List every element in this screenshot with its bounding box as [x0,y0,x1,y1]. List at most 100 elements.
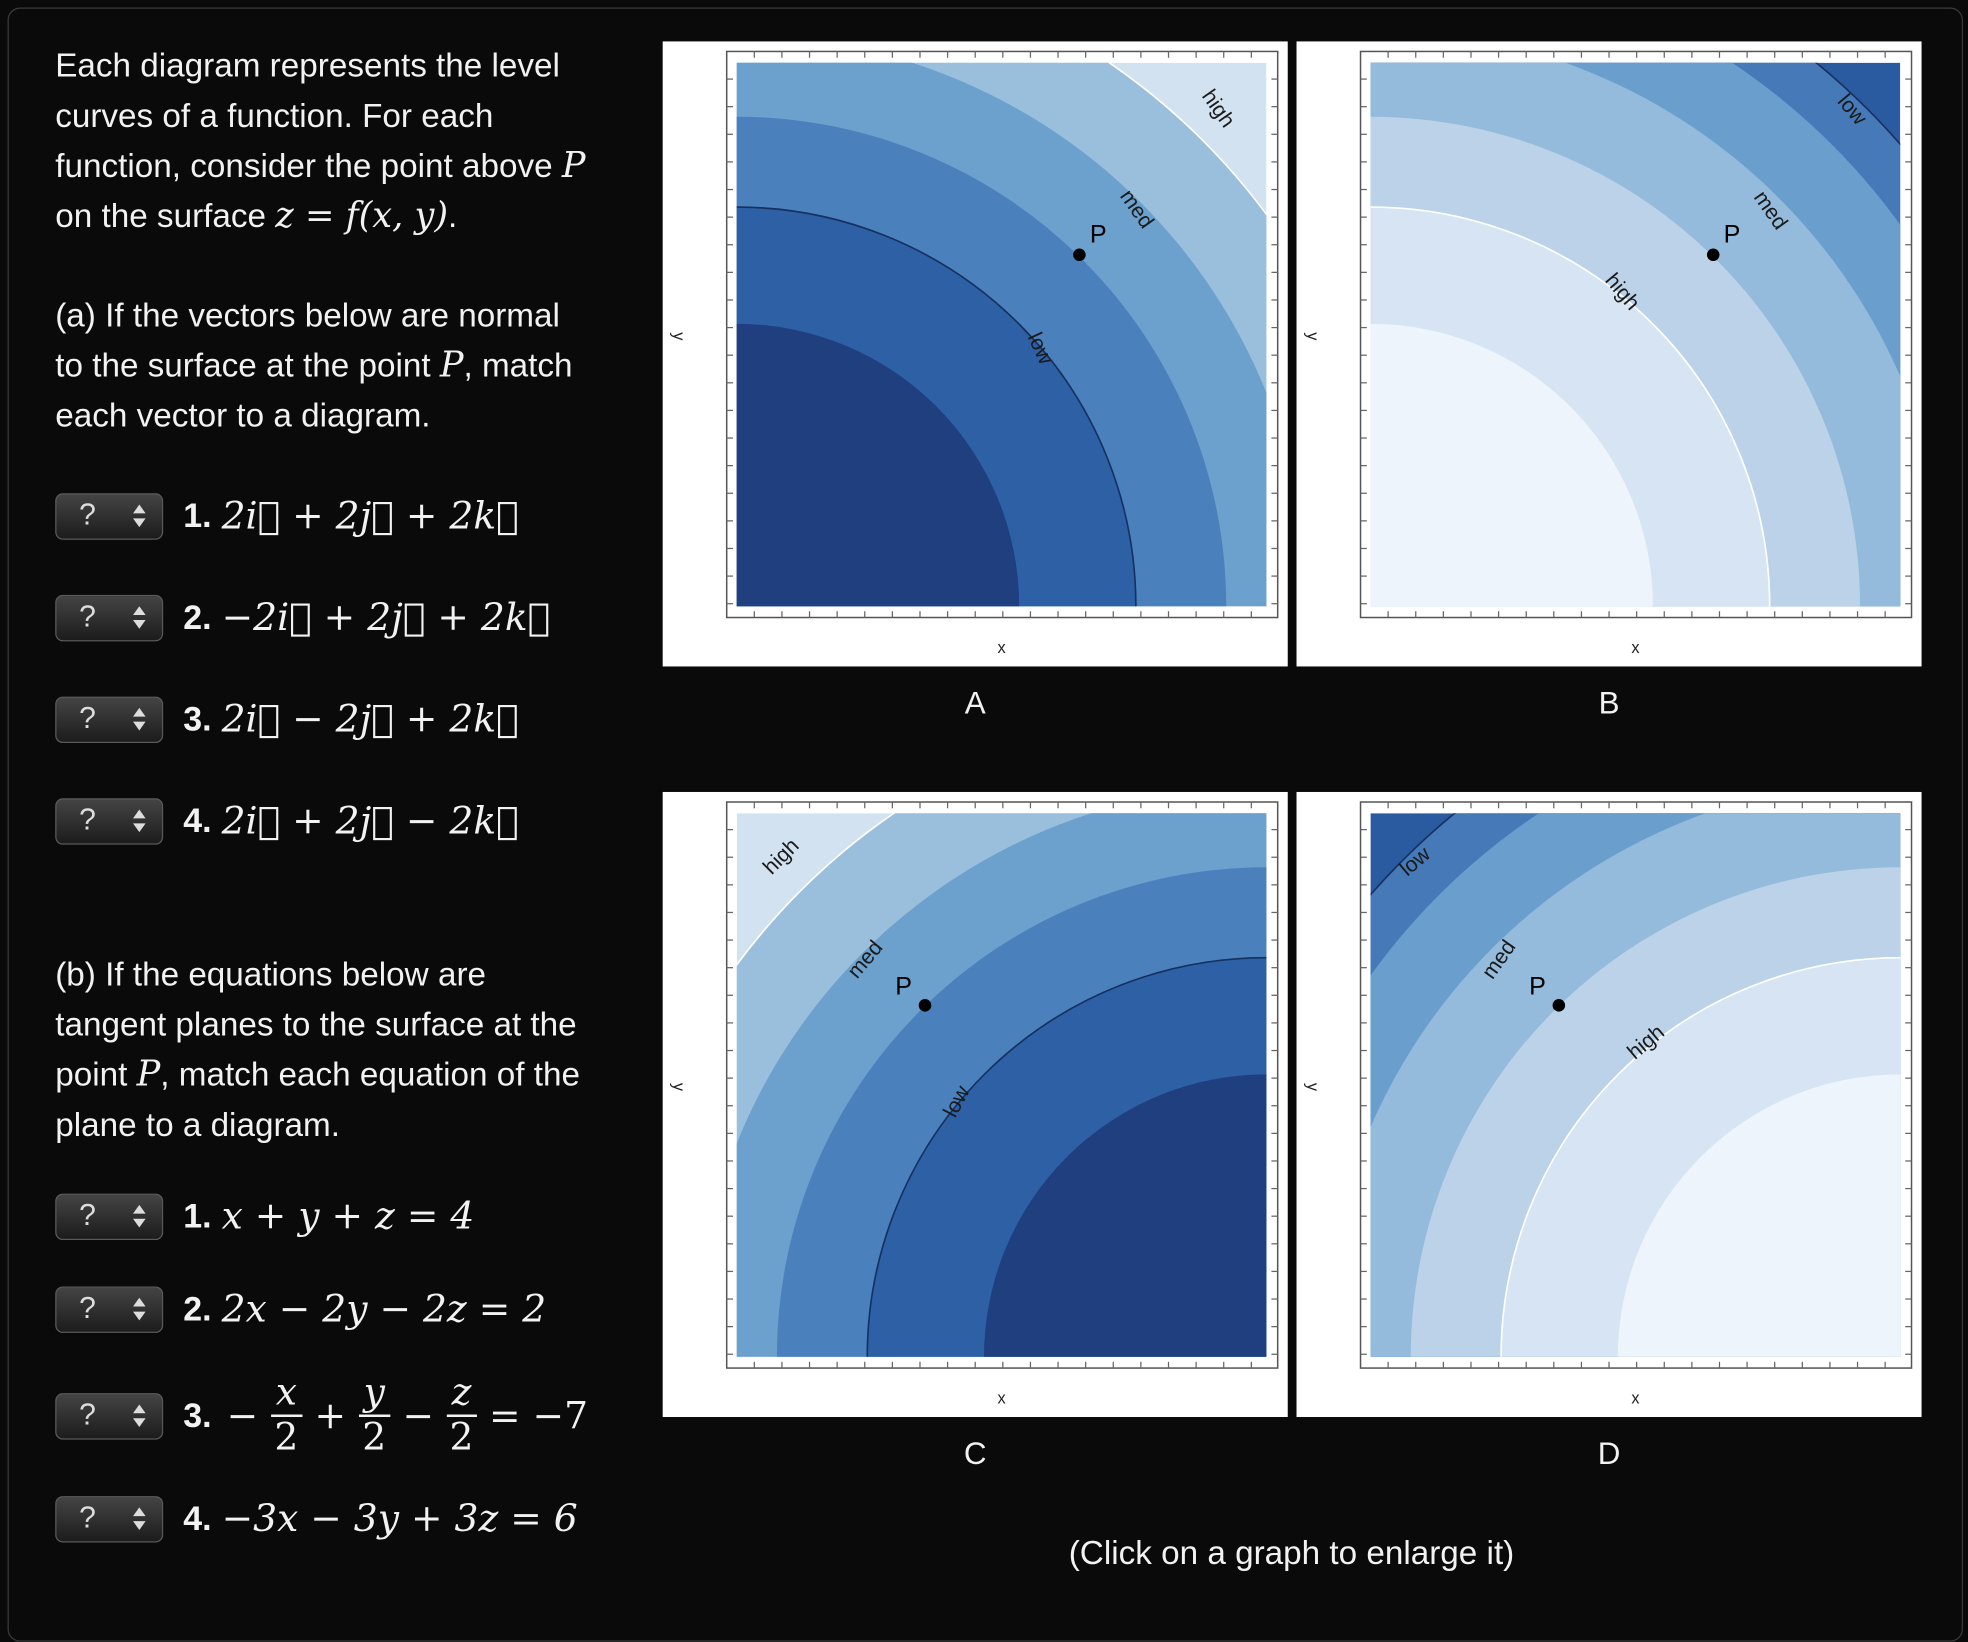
expr-text: −2i⃗ + 2j⃗ + 2k⃗ [221,595,551,640]
answer-row: ? 2. 2x − 2y − 2z = 2 [55,1284,546,1334]
item-number: 1. [183,496,212,535]
arrow-down [133,1521,146,1530]
point-marker [1073,248,1086,262]
item-expression: x + y + z = 4 [222,1194,475,1238]
y-axis-label: y [1303,1083,1321,1092]
arrow-down [133,1311,146,1321]
select-value: ? [79,803,96,838]
item-number: 2. [183,598,212,636]
item-number: 2. [183,1289,212,1328]
arrow-up [133,606,146,615]
item-expression: 2x − 2y − 2z = 2 [222,1287,547,1331]
contour-band [1370,323,1653,607]
item-number: 1. [183,1196,212,1235]
x-axis-label: x [997,639,1005,657]
intro-text: Each diagram represents the level curves… [55,46,560,185]
contour-band [736,323,1020,607]
intro-text: . [448,197,458,235]
numerator: y [358,1371,390,1418]
contour-band [984,1074,1267,1357]
expr-part: = −7 [489,1393,589,1438]
select-arrows [133,606,146,629]
prompt-text: (a) If the vectors below are normal to t… [55,296,560,385]
select-value: ? [79,1398,96,1433]
point-label: P [1529,972,1546,1000]
select-value: ? [79,701,96,736]
point-symbol: P [136,1053,161,1095]
contour-plot [1370,813,1901,1357]
part-b-prompt: (b) If the equations below are tangent p… [55,949,588,1150]
answer-select[interactable]: ? [55,797,164,845]
item-number: 4. [183,801,212,840]
item-expression: −2i⃗ + 2j⃗ + 2k⃗ [222,596,551,640]
part-a-prompt: (a) If the vectors below are normal to t… [55,290,588,441]
item-expression: − x 2 + y 2− z 2 = −7 [222,1371,594,1460]
answer-select[interactable]: ? [55,492,164,540]
expr-part: + [314,1393,347,1438]
arrow-up [133,1507,146,1517]
x-axis-label: x [1631,639,1639,657]
answer-row: ? 3. 2i⃗ − 2j⃗ + 2k⃗ [55,694,519,744]
point-symbol: P [439,343,464,386]
answer-row: ? 1. 2i⃗ + 2j⃗ + 2k⃗ [55,491,519,541]
intro-text: on the surface [55,197,267,235]
arrow-down [133,620,146,629]
item-number: 3. [183,699,212,738]
select-arrows [133,707,146,731]
item-number: 4. [183,1499,212,1537]
answer-row: ? 3. − x 2 + y 2− z 2 = −7 [55,1371,593,1459]
expr-text: 2i⃗ − 2j⃗ + 2k⃗ [221,697,519,742]
contour-plot [736,62,1267,607]
point-marker [918,999,932,1012]
arrow-down [133,1218,146,1228]
expr-text: 2i⃗ + 2j⃗ + 2k⃗ [221,493,519,538]
arrow-up [133,707,146,717]
denominator: 2 [449,1415,474,1460]
answer-select[interactable]: ? [55,594,164,641]
contour-plot [1370,62,1901,607]
item-expression: −3x − 3y + 3z = 6 [222,1497,578,1541]
answer-select[interactable]: ? [55,1495,164,1542]
expr-text: 2i⃗ + 2j⃗ − 2k⃗ [221,798,519,843]
y-axis-label: y [1303,332,1321,341]
item-expression: 2i⃗ − 2j⃗ + 2k⃗ [222,697,519,741]
select-value: ? [79,498,96,533]
select-arrows [133,504,146,528]
prompt-text: , match each vector to a diagram. [55,346,573,435]
answer-select[interactable]: ? [55,1192,164,1240]
select-value: ? [79,1291,96,1326]
answer-row: ? 4. 2i⃗ + 2j⃗ − 2k⃗ [55,796,519,846]
select-arrows [133,1404,146,1428]
select-arrows [133,1297,146,1321]
answer-row: ? 4. −3x − 3y + 3z = 6 [55,1494,578,1544]
prompt-text: (b) If the equations below are tangent p… [55,955,577,1094]
point-symbol: P [561,144,586,186]
arrow-up [133,1297,146,1307]
answer-row: ? 2. −2i⃗ + 2j⃗ + 2k⃗ [55,592,550,642]
item-expression: 2i⃗ + 2j⃗ − 2k⃗ [222,799,519,843]
plot-frame [1359,801,1913,1369]
arrow-down [133,518,146,528]
y-axis-label: y [669,332,687,341]
answer-row: ? 1. x + y + z = 4 [55,1191,474,1241]
footer-hint: (Click on a graph to enlarge it) [1068,1533,1515,1572]
expr-text: x + y + z = 4 [221,1194,475,1239]
plot-frame [725,50,1279,619]
arrow-up [133,1204,146,1214]
select-value: ? [79,1198,96,1233]
select-value: ? [79,599,96,634]
answer-select[interactable]: ? [55,1285,164,1333]
arrow-down [133,721,146,731]
answer-select[interactable]: ? [55,695,164,743]
arrow-down [133,1418,146,1428]
answer-select[interactable]: ? [55,1392,164,1439]
intro: Each diagram represents the level curves… [55,40,588,241]
arrow-down [133,823,146,833]
denominator: 2 [274,1415,299,1460]
